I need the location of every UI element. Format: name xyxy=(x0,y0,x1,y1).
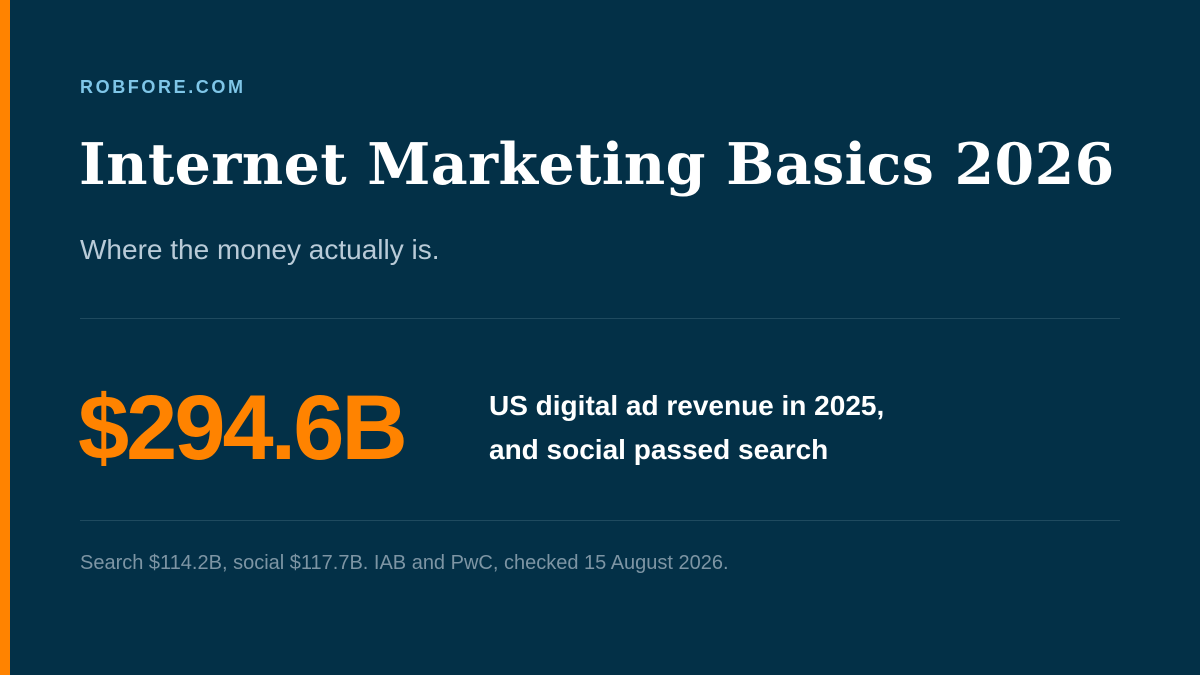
accent-bar xyxy=(0,0,10,675)
divider-bottom xyxy=(80,520,1120,521)
site-name: ROBFORE.COM xyxy=(80,77,246,97)
highlight-caption-line-2: and social passed search xyxy=(489,434,829,465)
highlight-caption-line-1: US digital ad revenue in 2025, xyxy=(489,390,885,421)
divider-top xyxy=(80,318,1120,319)
subtitle: Where the money actually is. xyxy=(80,234,440,265)
source-note: Search $114.2B, social $117.7B. IAB and … xyxy=(80,552,729,574)
highlight-value: $294.6B xyxy=(78,377,408,479)
page-title: Internet Marketing Basics 2026 xyxy=(79,131,1115,198)
highlight-caption: US digital ad revenue in 2025, and socia… xyxy=(489,384,1009,472)
